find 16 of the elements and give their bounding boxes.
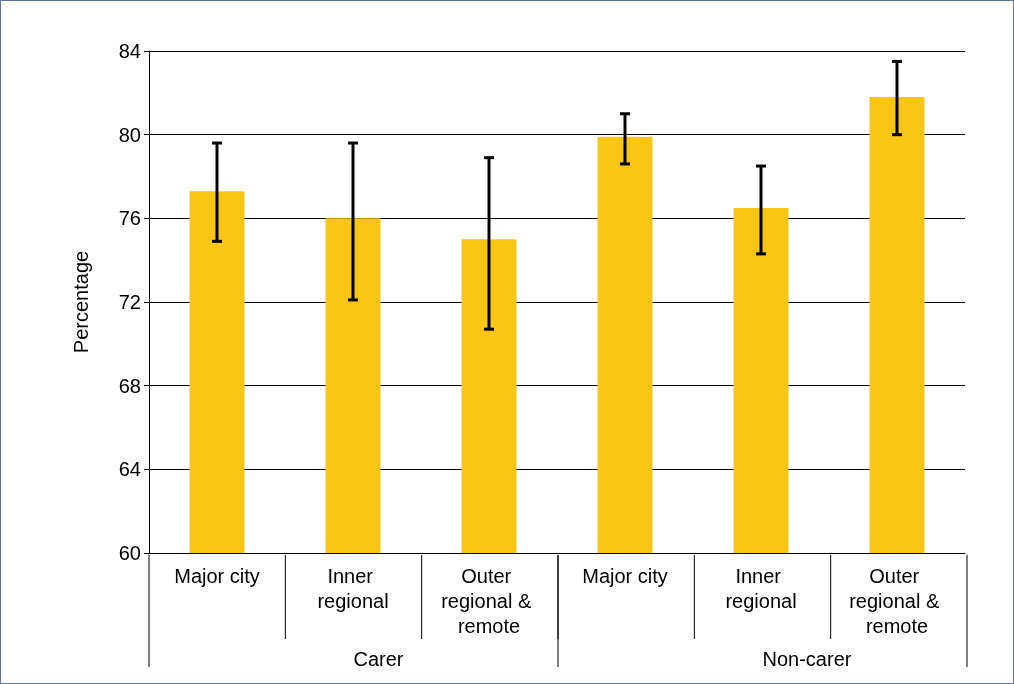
- y-tick-label: 84: [118, 40, 141, 62]
- text: Non-carer: [762, 648, 852, 670]
- x-tick-label: Outer regional & remote: [849, 564, 945, 637]
- x-tick-label: Outer regional & remote: [441, 564, 537, 637]
- y-axis-title: Percentage: [70, 250, 92, 354]
- y-tick-label: 60: [118, 542, 141, 564]
- y-tick-label: 72: [118, 291, 141, 313]
- y-tick-label: 80: [118, 123, 141, 146]
- x-tick-label: Inner regional: [317, 564, 389, 612]
- x-tick-label: Inner regional: [725, 564, 797, 612]
- y-tick-label: 76: [118, 207, 141, 230]
- x-tick-label: Major city: [582, 564, 668, 587]
- y-tick-label: 68: [118, 374, 141, 397]
- x-tick-label: Major city: [174, 564, 260, 587]
- y-tick-label: 64: [118, 458, 141, 481]
- text: Carer: [353, 648, 404, 670]
